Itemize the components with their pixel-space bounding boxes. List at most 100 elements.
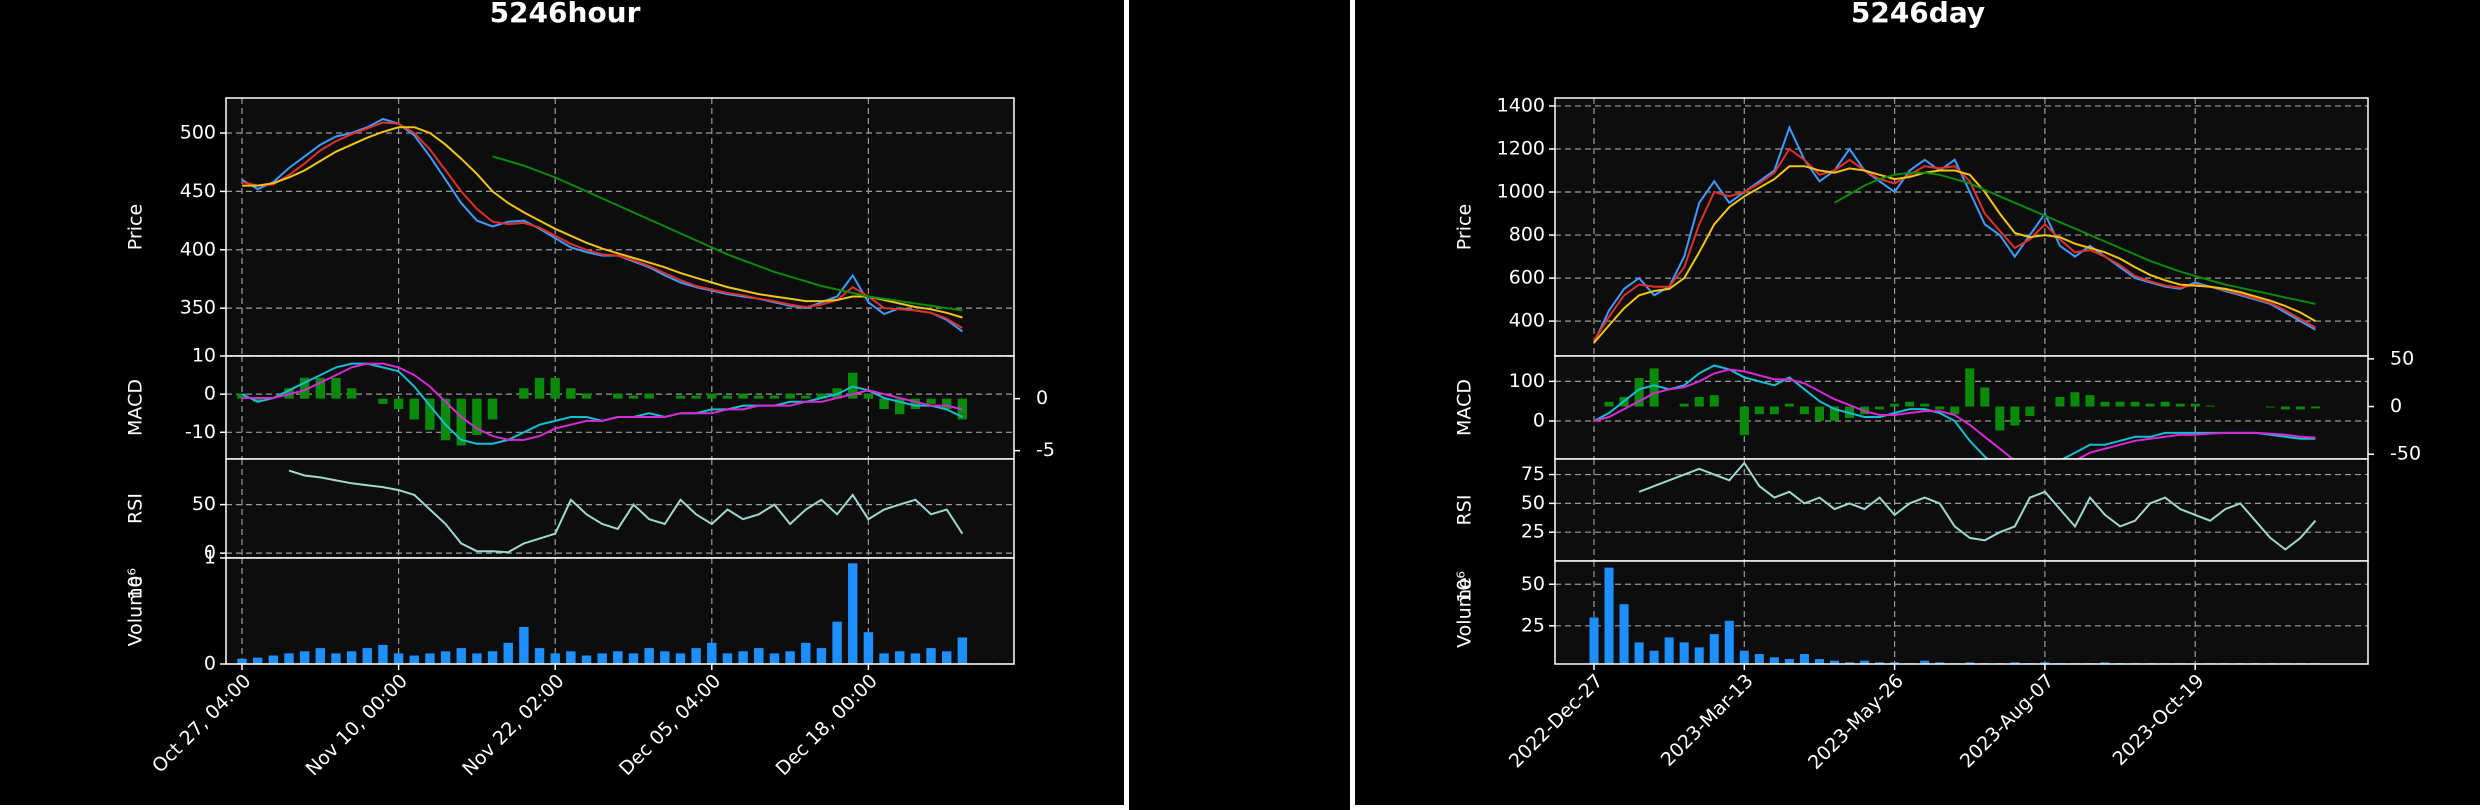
bar — [1769, 406, 1779, 415]
bar — [785, 651, 795, 664]
series-line — [1638, 461, 2317, 551]
bar — [879, 398, 889, 410]
plot-area — [226, 459, 1014, 558]
bar — [1935, 662, 1945, 664]
y2-tick-label: -5 — [1036, 439, 1055, 461]
bar — [393, 398, 404, 410]
bar — [378, 398, 388, 404]
series-line — [242, 126, 963, 319]
y-tick-label: -10 — [185, 421, 216, 443]
bar — [2100, 401, 2110, 407]
y-tick-label: 50 — [1521, 573, 1545, 595]
bar — [1604, 567, 1614, 664]
bar — [910, 398, 921, 410]
y-tick-label: 800 — [1509, 224, 1545, 246]
series-line — [242, 362, 963, 441]
series-line — [1593, 124, 2316, 344]
y2-tick-label: 50 — [2390, 347, 2414, 369]
bar — [346, 651, 357, 664]
series-line — [1593, 165, 2316, 344]
y2-tick-label: -50 — [2390, 443, 2421, 465]
series-line — [241, 117, 963, 333]
bar — [2130, 401, 2140, 407]
bar — [1965, 368, 1975, 407]
figure-border — [1124, 0, 1129, 810]
y-tick-label: 400 — [180, 238, 216, 260]
bar — [2025, 406, 2035, 417]
bar — [534, 377, 545, 399]
series-line — [241, 121, 963, 329]
bar — [1679, 642, 1689, 664]
bar — [926, 398, 936, 404]
bar — [2010, 662, 2020, 664]
bar — [738, 651, 748, 664]
bar — [268, 655, 279, 664]
bar — [1739, 650, 1749, 664]
bar — [691, 648, 701, 664]
bar — [926, 648, 936, 664]
bar — [1694, 397, 1704, 407]
bar — [942, 651, 952, 664]
bar — [1619, 604, 1629, 664]
bar — [1814, 659, 1824, 664]
plot-frame — [225, 557, 1015, 665]
series-line — [492, 155, 963, 312]
bar — [2175, 403, 2185, 407]
y-tick-label: 500 — [180, 122, 216, 144]
bar — [1649, 650, 1659, 664]
bar — [691, 395, 701, 399]
bar — [675, 395, 686, 399]
bar — [628, 653, 639, 664]
bar — [456, 398, 466, 446]
y-tick-label: 0 — [204, 653, 216, 675]
figure-border — [1350, 0, 1355, 810]
y-axis-label: Volume — [1454, 577, 1476, 648]
bar — [1829, 406, 1839, 421]
bar — [1905, 401, 1915, 407]
bar — [2070, 392, 2080, 407]
bar — [628, 395, 639, 399]
bar — [409, 398, 419, 420]
bar — [660, 651, 670, 664]
bar — [738, 393, 748, 399]
y-axis-offset: 10⁶ — [1454, 571, 1476, 603]
bar — [1965, 662, 1975, 664]
bar — [1814, 406, 1824, 421]
bar — [2115, 401, 2125, 407]
bar — [1935, 406, 1945, 410]
bar — [1875, 662, 1885, 664]
bar — [1724, 620, 1734, 664]
bar — [519, 388, 529, 399]
y-tick-label: 350 — [180, 297, 216, 319]
y-tick-label: 0 — [204, 542, 216, 564]
bar — [848, 563, 858, 664]
chart-title: 5246hour — [490, 0, 641, 29]
y-tick-label: 50 — [1521, 492, 1545, 514]
bar — [2190, 403, 2200, 407]
bar — [362, 648, 372, 664]
bar — [409, 655, 419, 664]
bar — [769, 395, 780, 399]
bar — [1950, 406, 1960, 415]
bar — [2145, 403, 2155, 407]
bar — [1649, 368, 1659, 407]
bar — [1664, 637, 1674, 664]
bar — [315, 377, 325, 399]
y-axis-label: MACD — [1454, 379, 1476, 436]
plot-area — [1555, 356, 2368, 459]
y-tick-label: 600 — [1509, 267, 1545, 289]
bar — [487, 651, 498, 664]
bar — [1890, 403, 1900, 407]
y-axis-label: Price — [125, 204, 147, 250]
bar — [675, 653, 686, 664]
bar — [895, 398, 905, 415]
y-tick-label: 1200 — [1497, 137, 1545, 159]
bar — [1995, 406, 2005, 431]
bar — [2010, 406, 2020, 426]
bar — [487, 398, 498, 420]
bar — [2295, 406, 2305, 410]
bar — [1739, 406, 1749, 436]
bar — [1920, 403, 1930, 407]
y-axis-label: RSI — [125, 493, 147, 524]
bar — [425, 398, 435, 430]
